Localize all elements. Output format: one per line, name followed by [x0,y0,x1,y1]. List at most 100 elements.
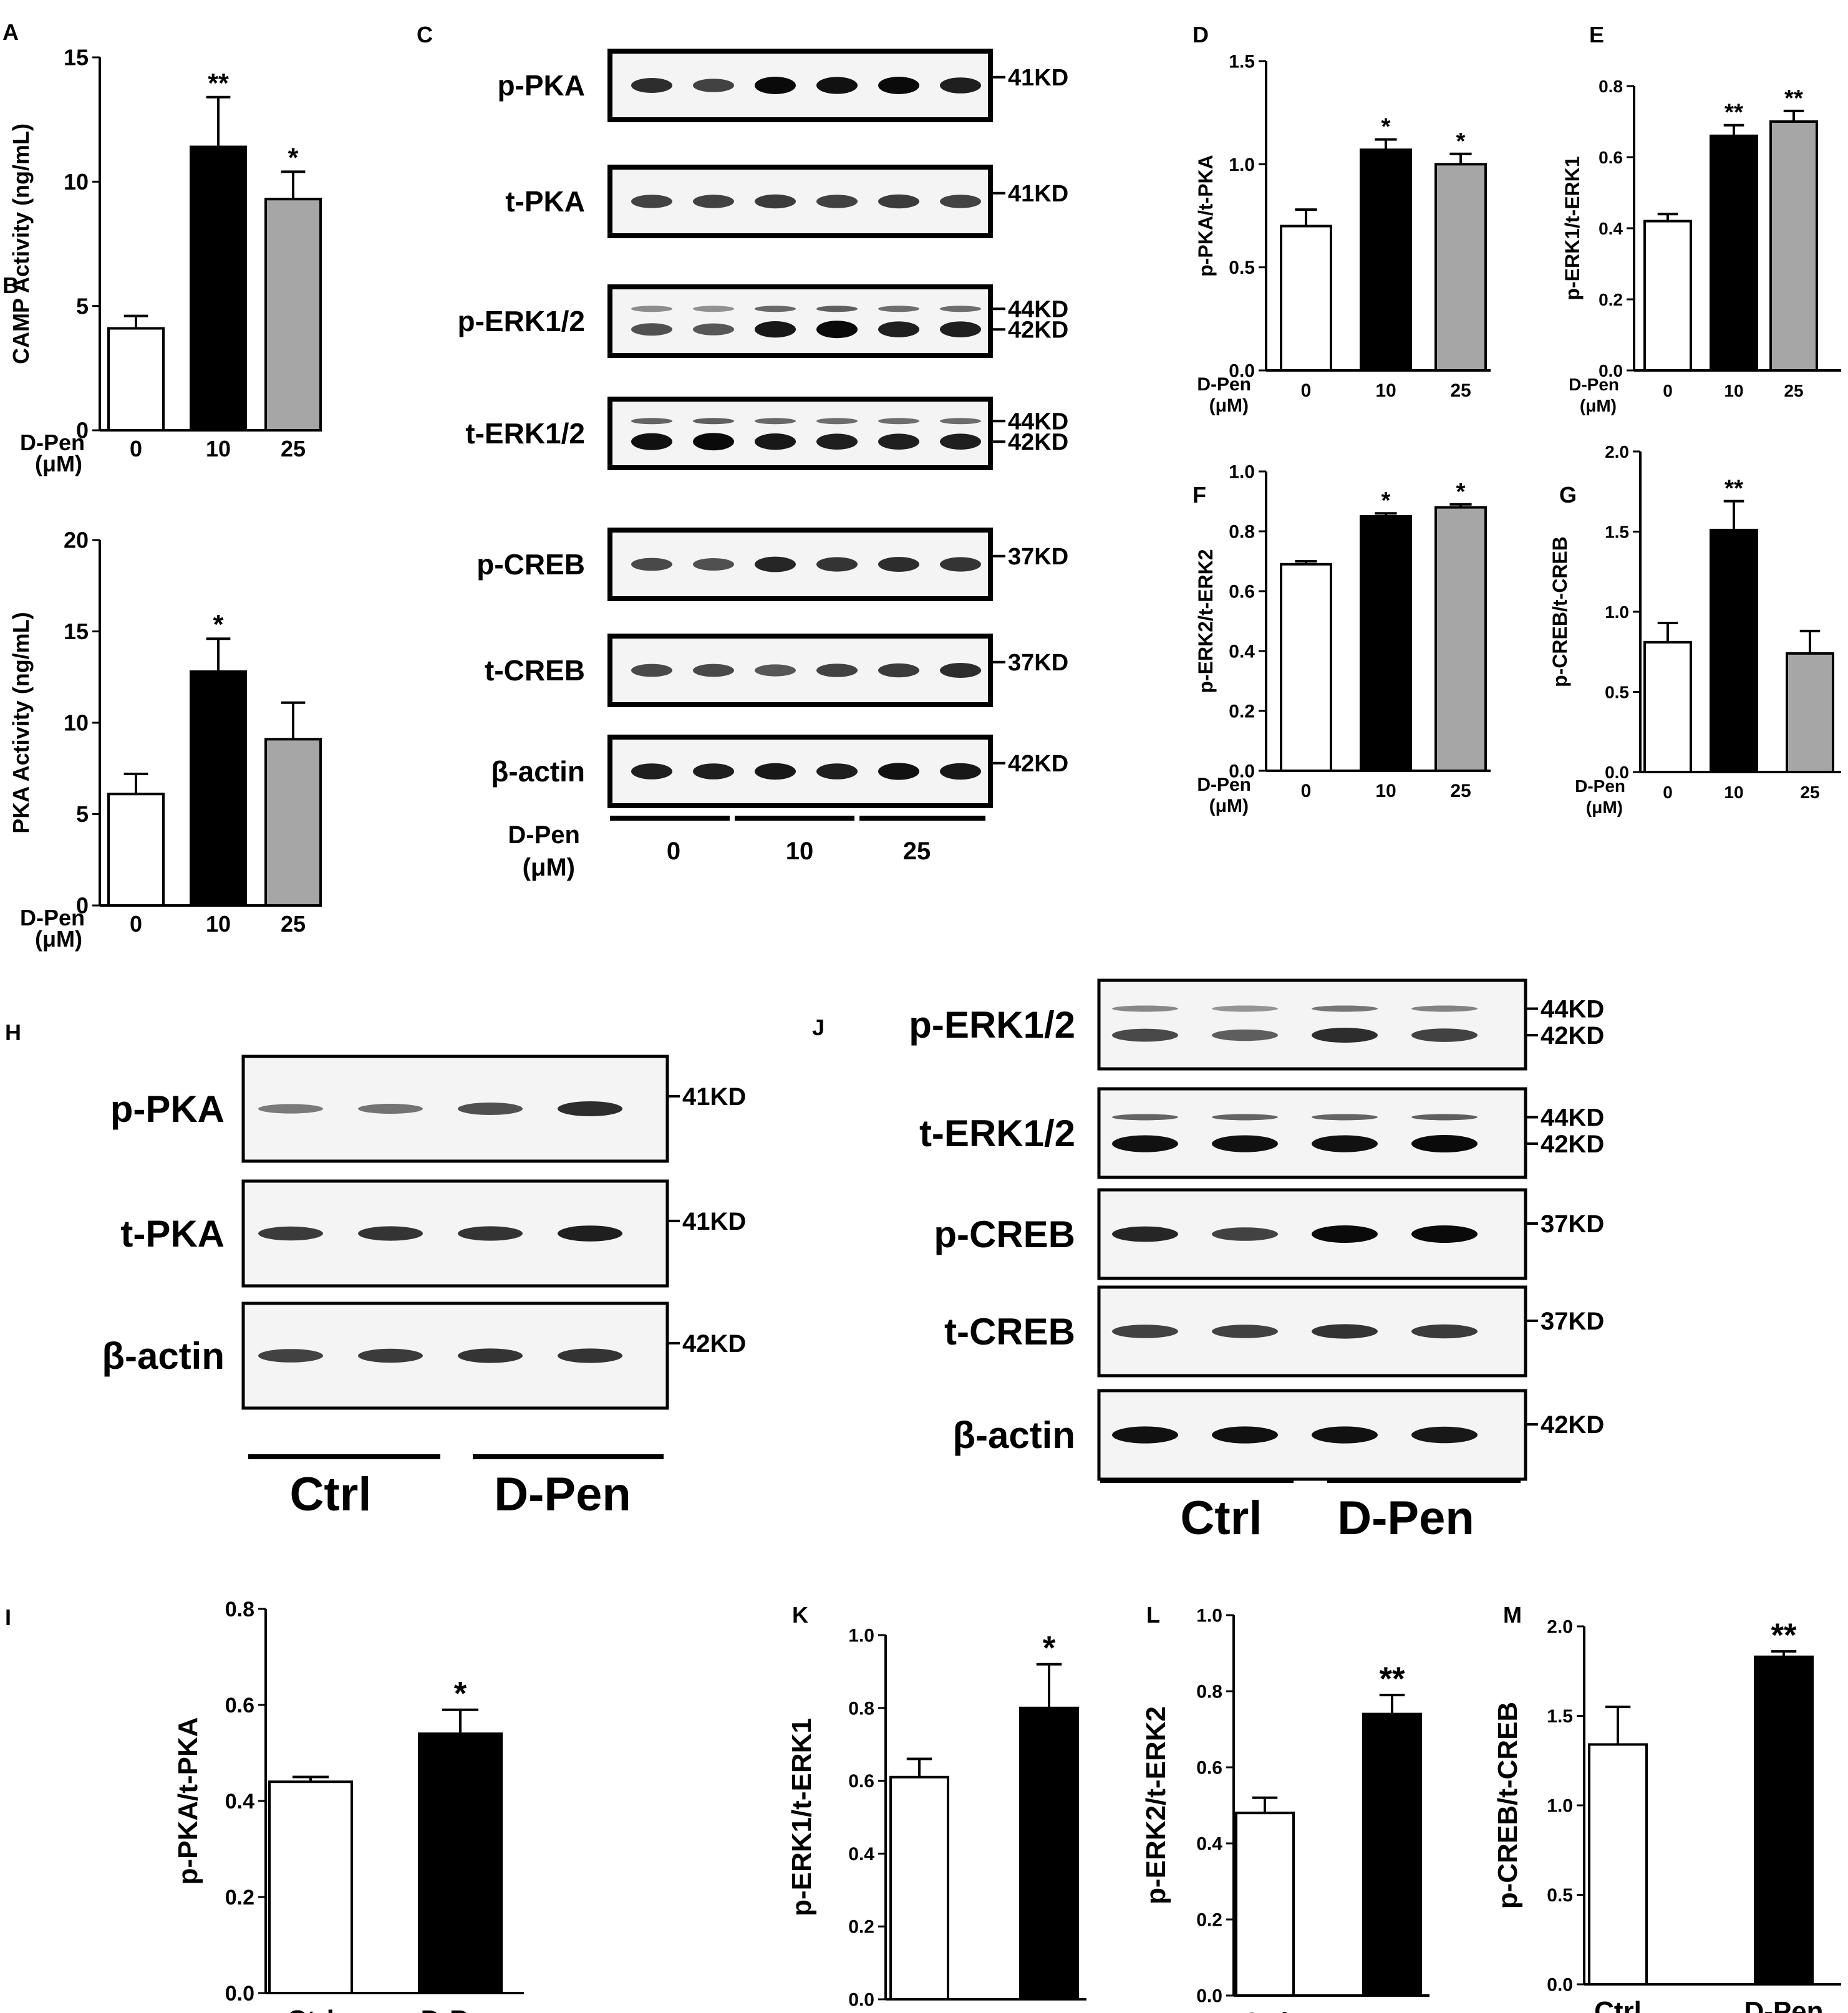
significance-marker-a-1: ** [208,69,229,99]
band-h-t-pka-0 [258,1226,323,1241]
y-tick-label-i: 0.2 [225,1886,254,1909]
group-caption-unit-c: (μM) [523,854,575,881]
band-upper-c-t-erk1-2-3 [816,418,858,425]
marker-label-j-t-erk1-2-1: 42KD [1541,1131,1604,1158]
y-tick-label-k: 0.6 [848,1771,874,1792]
band-upper-j-t-erk1-2-1 [1212,1114,1278,1121]
y-tick-label-d: 1.5 [1229,52,1255,72]
x-tick-label-d-1: 10 [1375,380,1396,401]
bar-f-2 [1434,506,1487,772]
x-tick-label-b-1: 10 [206,911,231,937]
y-tick-label-f: 0.4 [1229,642,1255,662]
band-j-t-creb-3 [1411,1324,1478,1339]
x-tick-label-k-0: Ctrl [896,2011,943,2013]
y-tick-label-d: 0.0 [1229,361,1255,382]
panel-letter-f: F [1192,482,1206,508]
band-c-p-erk1-2-4 [878,321,919,337]
significance-marker-b-1: * [213,610,224,640]
band-j-t-creb-0 [1112,1325,1178,1338]
band-upper-c-p-erk1-2-0 [631,306,672,312]
y-tick-label-a: 15 [64,45,89,70]
y-axis-title-g: p-CREB/t-CREB [1549,536,1571,687]
band-upper-c-t-erk1-2-4 [878,418,919,425]
y-tick-label-l: 0.2 [1196,1910,1222,1931]
y-tick-label-e: 0.0 [1599,361,1623,380]
band-j-t-erk1-2-2 [1312,1135,1378,1152]
blot-label-h-p-pka: p-PKA [110,1088,225,1130]
y-tick-label-i: 0.4 [225,1790,254,1813]
blot-label-c-p-creb: p-CREB [477,548,585,581]
bar-e-0 [1643,220,1692,372]
y-tick-label-l: 0.6 [1196,1758,1222,1779]
band-c--actin-2 [755,763,796,780]
panel-letter-d: D [1192,22,1209,47]
blot-frame-c-t-pka [607,165,993,238]
band-c-t-creb-2 [755,664,796,677]
x-tick-label-d-2: 25 [1450,380,1471,401]
band-c-t-pka-5 [940,195,981,208]
y-tick-label-a: 5 [76,293,89,319]
band-c--actin-5 [940,763,981,780]
blot-frame-c--actin [607,735,993,808]
blot-label-c-t-erk1-2: t-ERK1/2 [465,417,585,450]
bar-i-0 [268,1780,353,1994]
band-c-p-pka-5 [940,77,981,94]
band-c-t-pka-3 [816,195,858,208]
y-axis-title-m: p-CREB/t-CREB [1492,1702,1523,1909]
band-c-p-erk1-2-1 [693,323,734,336]
band-j-p-creb-1 [1212,1227,1278,1241]
band-j-t-erk1-2-0 [1112,1135,1178,1152]
bar-d-1 [1360,148,1412,372]
band-c--actin-3 [816,763,858,780]
band-c-t-erk1-2-5 [940,433,981,450]
y-tick-label-b: 20 [64,528,89,553]
y-tick-label-b: 0 [76,893,89,919]
y-tick-label-b: 5 [76,801,89,827]
marker-label-j-p-erk1-2-1: 42KD [1541,1022,1604,1050]
blot-label-j-t-creb: t-CREB [944,1311,1075,1353]
bar-i-1 [418,1732,503,1994]
significance-marker-f-1: * [1381,487,1391,514]
panel-letter-g: G [1559,482,1577,508]
band-c-p-pka-2 [755,77,796,94]
band-upper-j-t-erk1-2-0 [1112,1114,1178,1121]
band-j-p-erk1-2-3 [1411,1028,1478,1042]
band-c-t-erk1-2-0 [631,433,672,450]
bar-f-1 [1360,515,1412,772]
panel-letter-b: B [2,273,19,298]
group-label-c-0: 0 [667,838,680,865]
band-h-t-pka-1 [358,1226,423,1241]
y-tick-label-m: 0.0 [1547,1975,1573,1996]
band-h-t-pka-3 [558,1225,622,1242]
band-upper-c-t-erk1-2-5 [940,418,981,425]
band-h-p-pka-2 [458,1103,523,1115]
y-tick-label-b: 10 [64,710,89,736]
band-upper-c-p-erk1-2-1 [693,306,734,312]
y-tick-label-m: 0.5 [1547,1885,1573,1906]
marker-label-c-t-erk1-2-1: 42KD [1008,430,1068,456]
marker-label-j-p-erk1-2-0: 44KD [1541,995,1604,1023]
band-c--actin-0 [631,763,672,780]
x-tick-label-f-2: 25 [1450,781,1471,801]
y-tick-label-l: 0.8 [1196,1682,1222,1702]
significance-marker-i-1: * [454,1676,467,1712]
band-upper-j-p-erk1-2-0 [1112,1005,1178,1012]
x-tick-label-g-2: 25 [1800,783,1819,802]
band-j-t-creb-1 [1212,1325,1278,1338]
blot-label-j-p-creb: p-CREB [934,1214,1075,1255]
bar-k-0 [889,1775,949,2001]
group-label-j-1: D-Pen [1337,1492,1474,1545]
band-c-t-erk1-2-3 [816,433,858,450]
x-tick-label-i-1: D-Pen [420,2005,500,2013]
band-h-p-pka-1 [358,1104,423,1114]
blot-label-c-t-creb: t-CREB [485,654,585,687]
band-c-p-creb-4 [878,557,919,572]
band-j-p-creb-2 [1312,1225,1378,1243]
band-j--actin-0 [1112,1426,1178,1444]
band-c-t-erk1-2-1 [693,433,734,451]
bar-d-2 [1434,163,1487,372]
band-j-t-erk1-2-1 [1212,1135,1278,1152]
y-axis-title-i: p-PKA/t-PKA [173,1717,203,1885]
x-tick-label-l-0: Ctrl [1241,2007,1289,2013]
band-c-t-pka-1 [693,195,734,208]
